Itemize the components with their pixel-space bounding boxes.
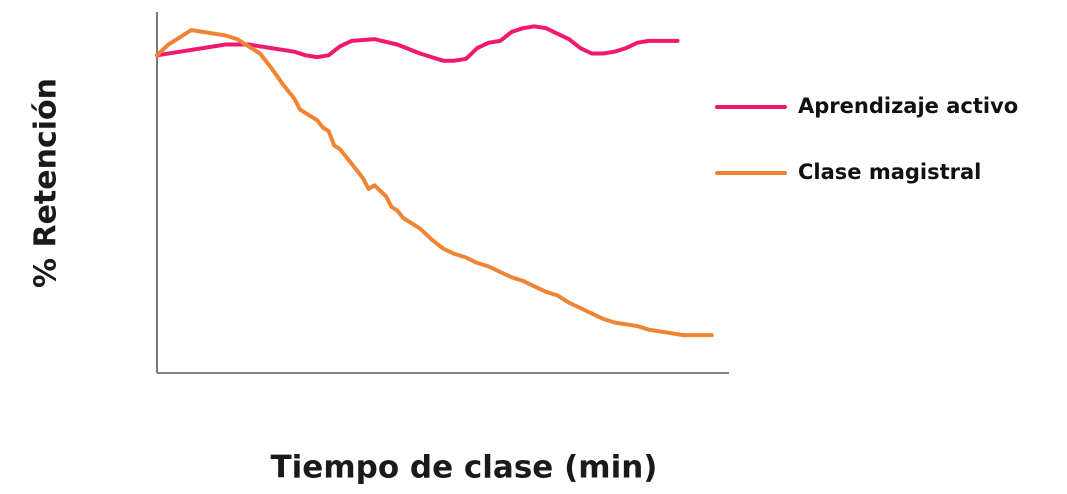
legend-label-clase-magistral: Clase magistral: [798, 160, 981, 184]
legend: Aprendizaje activo Clase magistral: [715, 94, 1018, 184]
legend-item-aprendizaje-activo: Aprendizaje activo: [715, 94, 1018, 118]
y-axis-title: % Retención: [29, 78, 64, 288]
x-axis-title: Tiempo de clase (min): [271, 450, 658, 486]
legend-item-clase-magistral: Clase magistral: [715, 160, 981, 184]
legend-label-aprendizaje-activo: Aprendizaje activo: [798, 94, 1018, 118]
plot-area: [155, 12, 729, 374]
series-line-aprendizaje-activo: [155, 24, 680, 63]
series-line-clase-magistral: [155, 28, 714, 338]
series-layer: [155, 24, 714, 338]
